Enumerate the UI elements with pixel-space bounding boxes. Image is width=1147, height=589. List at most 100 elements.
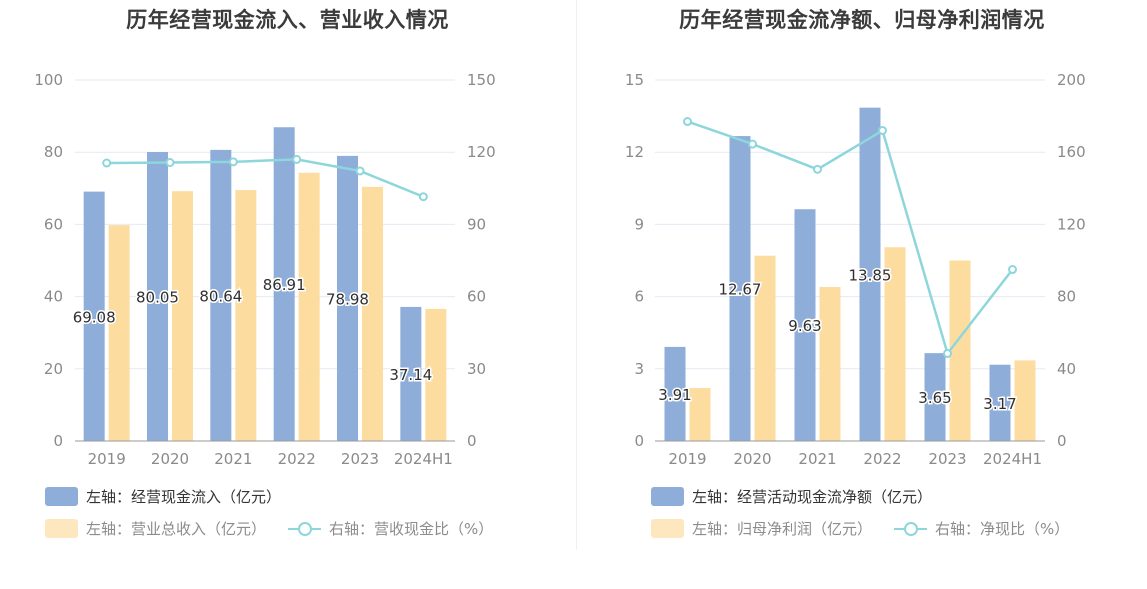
line-point: [748, 139, 757, 149]
data-label: 9.63: [788, 317, 821, 335]
left-axis-tick-label: 3: [634, 360, 644, 378]
data-label: 3.91: [658, 386, 691, 404]
line-point: [165, 158, 175, 168]
bar-secondary: [362, 186, 383, 441]
legend-item-cash-inflow[interactable]: 左轴：经营现金流入（亿元）: [45, 486, 281, 507]
bar-primary: [924, 353, 946, 441]
legend-swatch-yellow: [651, 519, 684, 538]
x-axis-tick-label: 2023: [928, 450, 966, 468]
x-axis-tick-label: 2021: [214, 450, 252, 468]
bar-secondary: [754, 255, 776, 441]
left-axis-tick-label: 9: [634, 215, 644, 233]
legend-item-net-cash[interactable]: 左轴：经营活动现金流净额（亿元）: [651, 486, 932, 507]
right-axis-tick-label: 200: [1057, 71, 1086, 89]
data-label: 13.85: [849, 266, 892, 284]
data-label: 37.14: [389, 366, 432, 384]
line-point: [1008, 265, 1017, 275]
data-label: 80.64: [199, 287, 242, 305]
data-label: 86.91: [263, 276, 306, 294]
bar-primary: [210, 149, 232, 442]
bar-secondary: [949, 260, 971, 441]
left-axis-tick-label: 15: [625, 71, 644, 89]
right-axis-tick-label: 80: [1057, 288, 1076, 306]
chart-panel-cash-inflow-revenue: 历年经营现金流入、营业收入情况 0 20 40 60 80 100 0 30 60 90 120 15…: [0, 0, 575, 550]
legend-swatch-blue: [45, 487, 78, 506]
legend-row-2: 左轴：营业总收入（亿元） 右轴：营收现金比（%）: [45, 518, 515, 539]
legend-row-1: 左轴：经营现金流入（亿元）: [45, 486, 303, 507]
bar-secondary: [1014, 360, 1036, 441]
legend-label: 左轴：营业总收入（亿元）: [86, 520, 267, 538]
legend-item-ratio[interactable]: 右轴：营收现金比（%）: [288, 518, 493, 539]
line-point: [292, 154, 302, 164]
legend-line-symbol: [894, 519, 928, 538]
bar-primary: [989, 364, 1011, 441]
left-axis-tick-label: 6: [634, 288, 644, 306]
line-point: [355, 166, 365, 176]
line-point: [813, 164, 822, 174]
legend-label: 左轴：经营活动现金流净额（亿元）: [692, 488, 933, 506]
bar-primary: [794, 209, 816, 441]
bar-secondary: [819, 286, 841, 441]
chart-panel-net-cash-profit: 历年经营现金流净额、归母净利润情况 0 3 6 9 12 15 0 40 80 120 160 200…: [577, 0, 1147, 550]
x-axis-tick-label: 2020: [733, 450, 771, 468]
left-axis-tick-label: 0: [634, 432, 644, 450]
line-series: [106, 158, 424, 198]
line-point: [878, 126, 887, 136]
right-axis-tick-label: 60: [467, 288, 486, 306]
left-axis-tick-label: 20: [44, 360, 63, 378]
line-point: [418, 192, 428, 202]
right-axis-tick-label: 120: [467, 143, 496, 161]
bar-primary: [859, 107, 881, 441]
right-axis-tick-label: 90: [467, 215, 486, 233]
legend-line-symbol: [288, 519, 322, 538]
legend-label: 左轴：经营现金流入（亿元）: [86, 488, 282, 506]
legend-item-net-cash-ratio[interactable]: 右轴：净现比（%）: [894, 518, 1069, 539]
chart-title: 历年经营现金流入、营业收入情况: [126, 8, 449, 32]
bar-primary: [273, 127, 295, 442]
right-axis-tick-label: 0: [467, 432, 477, 450]
line-point: [943, 348, 952, 358]
legend-label: 右轴：净现比（%）: [935, 520, 1070, 538]
bar-primary: [400, 306, 422, 441]
data-label: 3.65: [918, 389, 951, 407]
bar-secondary: [298, 172, 320, 442]
chart-plot-area: 0 20 40 60 80 100 0 30 60 90 120 150 2019 2020 2021 202…: [34, 71, 496, 468]
data-label: 12.67: [719, 281, 762, 299]
legend-swatch-yellow: [45, 519, 78, 538]
right-axis-tick-label: 40: [1057, 360, 1076, 378]
bar-secondary: [425, 308, 447, 441]
bar-primary: [83, 191, 105, 441]
bar-primary: [729, 136, 751, 442]
left-axis-tick-label: 60: [44, 215, 63, 233]
line-point: [683, 117, 692, 127]
right-axis-tick-label: 0: [1057, 432, 1067, 450]
data-label: 78.98: [326, 290, 369, 308]
legend-row-2: 左轴：归母净利润（亿元） 右轴：净现比（%）: [651, 518, 1091, 539]
data-label: 3.17: [983, 395, 1016, 413]
line-point: [228, 157, 238, 167]
legend-row-1: 左轴：经营活动现金流净额（亿元）: [651, 486, 954, 507]
bar-secondary: [689, 388, 711, 441]
legend-item-net-profit[interactable]: 左轴：归母净利润（亿元）: [651, 518, 872, 539]
left-axis-tick-label: 80: [44, 143, 63, 161]
left-axis-tick-label: 40: [44, 288, 63, 306]
bar-secondary: [235, 190, 257, 441]
bar-primary: [147, 152, 168, 441]
x-axis-tick-label: 2024H1: [394, 450, 453, 468]
x-axis-tick-label: 2019: [668, 450, 706, 468]
legend-label: 右轴：营收现金比（%）: [329, 520, 494, 538]
x-axis-tick-label: 2019: [88, 450, 126, 468]
line-series: [687, 120, 1014, 357]
legend-label: 左轴：归母净利润（亿元）: [692, 520, 873, 538]
x-axis-tick-label: 2024H1: [983, 450, 1042, 468]
panel-divider: [576, 0, 577, 550]
legend-item-revenue[interactable]: 左轴：营业总收入（亿元）: [45, 518, 266, 539]
x-axis-tick-label: 2020: [151, 450, 189, 468]
x-axis-tick-label: 2022: [863, 450, 901, 468]
bar-primary: [337, 155, 358, 441]
bar-secondary: [172, 191, 193, 441]
left-axis-tick-label: 0: [53, 432, 63, 450]
chart-plot-area: 0 3 6 9 12 15 0 40 80 120 160 200 2019 2020 2021 2022 20…: [625, 71, 1086, 468]
left-axis-tick-label: 100: [34, 71, 63, 89]
right-axis-tick-label: 120: [1057, 215, 1086, 233]
